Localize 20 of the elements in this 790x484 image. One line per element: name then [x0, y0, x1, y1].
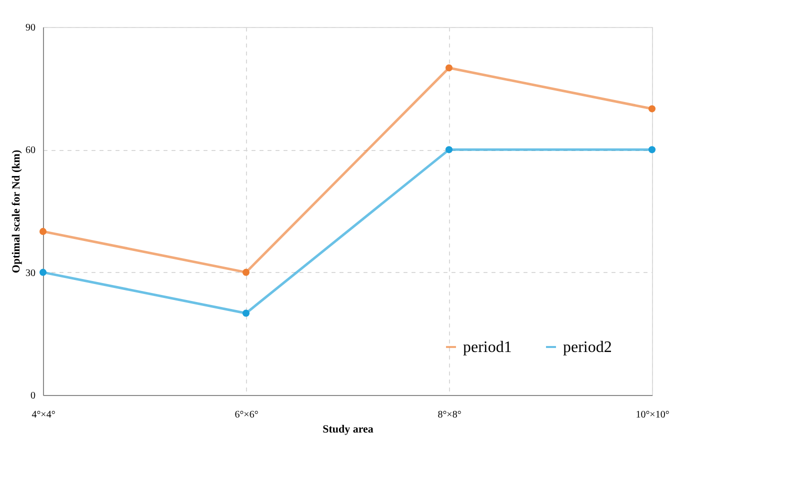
y-tick-label: 0: [30, 390, 36, 402]
point: [242, 268, 250, 276]
y-tick-label: 30: [26, 268, 36, 279]
y-axis-title: Optimal scale for Nd (km): [10, 150, 22, 274]
x-tick-label: 8°×8°: [438, 410, 462, 420]
x-tick-label: 6°×6°: [234, 410, 258, 420]
point: [445, 64, 453, 72]
x-tick-label: 4°×4°: [32, 410, 56, 420]
legend-label: period2: [563, 339, 612, 356]
y-tick-label: 90: [26, 22, 36, 34]
legend-label: period1: [463, 339, 512, 356]
x-axis-title: Study area: [322, 424, 374, 436]
y-tick-label: 60: [26, 145, 36, 156]
x-tick-label: 10°×10°: [636, 410, 670, 420]
point: [648, 105, 656, 112]
point: [648, 146, 656, 154]
point: [242, 310, 250, 317]
point: [39, 268, 47, 276]
point: [39, 228, 47, 235]
point: [445, 146, 453, 154]
